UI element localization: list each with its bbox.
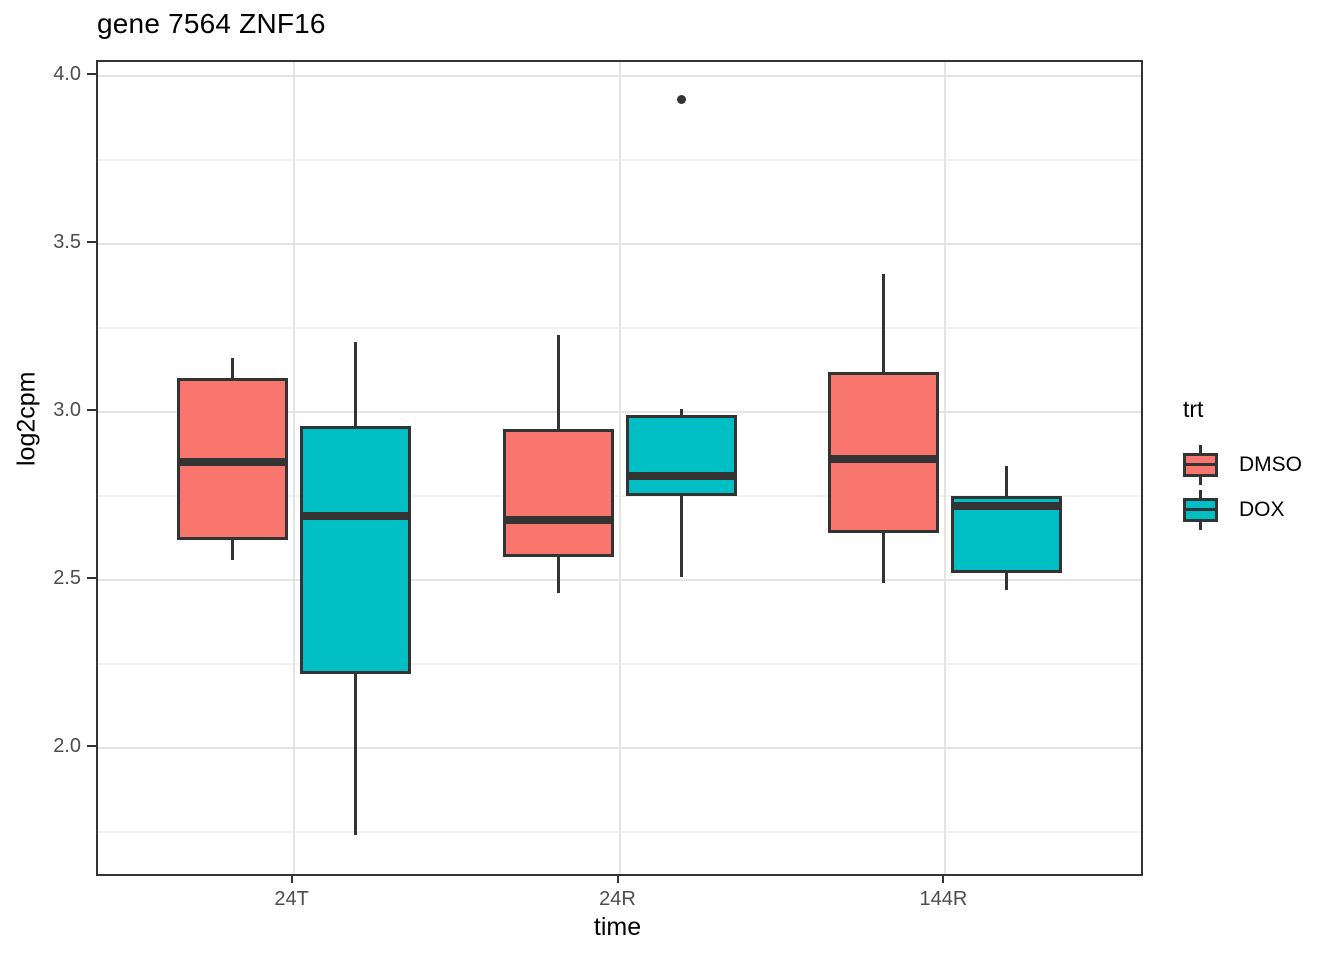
x-tick-label: 24T — [274, 888, 309, 910]
y-tick-mark — [87, 409, 96, 412]
x-tick-label: 24R — [599, 888, 636, 910]
legend-key-whisker-top — [1199, 445, 1202, 453]
box-DMSO-144R — [828, 371, 940, 533]
median-DOX-144R — [951, 502, 1063, 511]
legend-key-DOX — [1183, 490, 1219, 530]
median-DMSO-24R — [502, 515, 614, 524]
x-tick-mark — [616, 874, 619, 883]
legend-key-whisker-top — [1199, 490, 1202, 498]
legend-key-DMSO — [1183, 445, 1219, 485]
gridline-vertical — [618, 62, 621, 874]
y-tick-mark — [87, 241, 96, 244]
outlier-DOX-24R — [676, 95, 686, 105]
x-tick-label: 144R — [919, 888, 968, 910]
x-tick-mark — [290, 874, 293, 883]
chart-title: gene 7564 ZNF16 — [97, 8, 326, 39]
median-DOX-24R — [625, 471, 737, 480]
y-tick-mark — [87, 73, 96, 76]
median-DOX-24T — [299, 512, 411, 521]
legend-key-whisker-bottom — [1199, 477, 1202, 485]
median-DMSO-24T — [176, 458, 288, 467]
legend-key-median — [1183, 463, 1218, 466]
y-tick-label: 2.5 — [53, 567, 81, 590]
legend-label-DOX: DOX — [1239, 498, 1285, 521]
box-DOX-24R — [625, 415, 737, 497]
y-tick-label: 2.0 — [53, 735, 81, 758]
x-tick-mark — [942, 874, 945, 883]
plot-panel — [96, 60, 1143, 876]
median-DMSO-144R — [828, 455, 940, 464]
legend-title: trt — [1183, 396, 1204, 422]
y-tick-mark — [87, 745, 96, 748]
y-tick-label: 3.5 — [53, 231, 81, 254]
x-axis-title: time — [593, 913, 642, 941]
gridline-vertical — [944, 62, 947, 874]
legend-entry-DOX: DOX — [1183, 490, 1285, 530]
legend-key-whisker-bottom — [1199, 522, 1202, 530]
box-DOX-24T — [299, 425, 411, 675]
y-tick-label: 3.0 — [53, 399, 81, 422]
legend-label-DMSO: DMSO — [1239, 453, 1302, 476]
gridline-vertical — [292, 62, 295, 874]
y-tick-mark — [87, 577, 96, 580]
legend-key-median — [1183, 508, 1218, 511]
legend-entry-DMSO: DMSO — [1183, 445, 1302, 485]
y-tick-label: 4.0 — [53, 63, 81, 86]
box-DMSO-24R — [502, 428, 614, 557]
